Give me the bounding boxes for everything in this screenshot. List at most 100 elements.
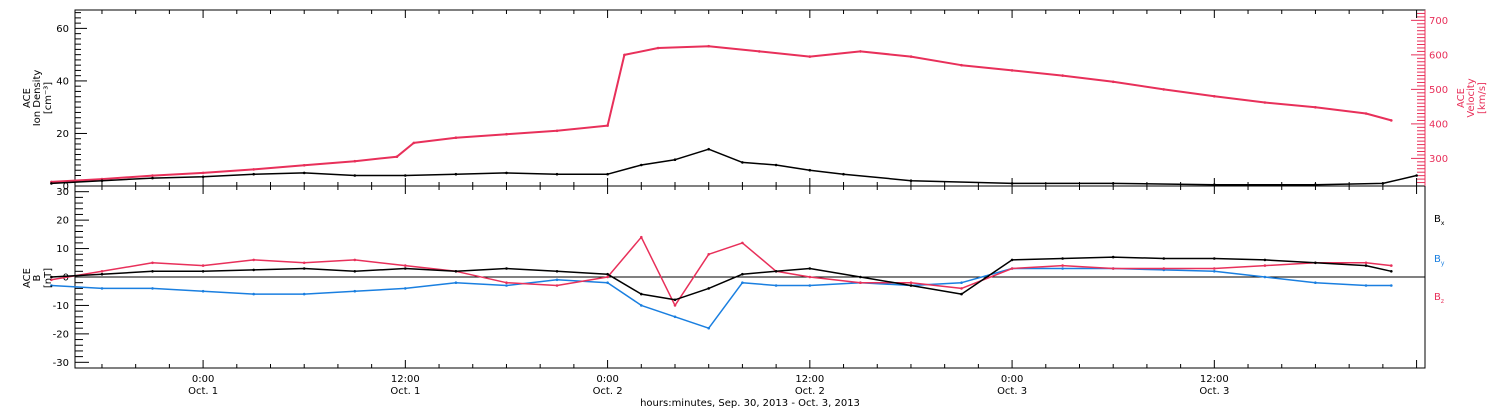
velocity-series-point bbox=[395, 155, 399, 158]
by-series-point bbox=[404, 287, 407, 290]
bx-series-point bbox=[353, 270, 357, 273]
by-series-point bbox=[50, 284, 53, 287]
density-series-point bbox=[50, 182, 53, 185]
bz-series-point bbox=[555, 284, 559, 287]
y-tick-label: -30 bbox=[53, 358, 69, 369]
bx-series-point bbox=[252, 268, 255, 272]
by-series-point bbox=[741, 281, 744, 285]
bz-series-point bbox=[302, 261, 306, 265]
bx-series-point bbox=[50, 275, 53, 279]
y-right-tick-label: 300 bbox=[1429, 154, 1448, 165]
bx-series-point bbox=[1263, 258, 1267, 262]
by-series-point bbox=[640, 304, 643, 307]
by-series-point bbox=[555, 278, 559, 282]
density-series-point bbox=[606, 172, 609, 176]
x-tick-label-day: Oct. 3 bbox=[1199, 386, 1229, 397]
y-right-tick-label: 600 bbox=[1429, 50, 1448, 61]
bx-series-point bbox=[505, 267, 508, 270]
bx-series-point bbox=[1162, 257, 1166, 260]
velocity-series-point bbox=[555, 129, 559, 133]
y-tick-label: 20 bbox=[56, 216, 69, 227]
bz-series-point bbox=[201, 264, 205, 267]
bx-series-point bbox=[640, 292, 643, 296]
bz-series-point bbox=[1213, 267, 1216, 270]
legend-by: By bbox=[1434, 254, 1445, 267]
top-right-ylabel: ACE Velocity [km/s] bbox=[1456, 78, 1488, 117]
by-series-point bbox=[707, 326, 710, 330]
bx-series-point bbox=[1390, 270, 1393, 273]
bz-series-point bbox=[100, 270, 104, 273]
bx-series-point bbox=[960, 292, 963, 296]
bx-series-point bbox=[100, 272, 104, 276]
y-tick-label: -10 bbox=[53, 301, 69, 312]
velocity-series-point bbox=[1162, 88, 1166, 91]
x-tick-label-time: 0:00 bbox=[1001, 374, 1023, 385]
legend-bz: Bz bbox=[1434, 292, 1444, 305]
bx-series-point bbox=[201, 270, 205, 273]
bx-series-point bbox=[302, 267, 306, 270]
bx-series-point bbox=[707, 287, 710, 290]
by-series-point bbox=[252, 292, 255, 296]
velocity-series-point bbox=[1061, 74, 1064, 77]
bx-series-point bbox=[774, 270, 778, 273]
density-series-point bbox=[640, 163, 643, 167]
bz-series-point bbox=[707, 253, 710, 256]
bottom-series bbox=[50, 235, 1393, 330]
density-series-point bbox=[808, 168, 812, 172]
top-right-ylabel-line-3: [km/s] bbox=[1477, 82, 1488, 114]
bz-series-point bbox=[808, 275, 812, 279]
velocity-series-point bbox=[1010, 69, 1014, 72]
velocity-series-point bbox=[859, 50, 862, 53]
density-series-point bbox=[353, 174, 357, 177]
velocity-series-point bbox=[302, 164, 306, 167]
y-right-tick-label: 400 bbox=[1429, 119, 1448, 130]
bz-series-point bbox=[404, 264, 407, 267]
top-right-axis: 300 400 500 600 700 bbox=[1411, 10, 1448, 186]
x-tick-label-day: Oct. 1 bbox=[390, 386, 420, 397]
velocity-series-point bbox=[1314, 106, 1317, 109]
bottom-left-ylabel: ACE B [nT] bbox=[22, 268, 54, 288]
density-series-point bbox=[741, 161, 744, 164]
velocity-series-point bbox=[606, 124, 609, 127]
velocity-series-point bbox=[252, 168, 255, 171]
density-series-point bbox=[1381, 182, 1385, 185]
top-left-ylabel: ACE Ion Density [cm⁻³] bbox=[22, 70, 54, 127]
bx-series-point bbox=[808, 267, 812, 270]
by-series-point bbox=[1213, 270, 1216, 273]
top-left-ylabel-line-3: [cm⁻³] bbox=[43, 82, 54, 114]
bz-series-point bbox=[909, 281, 913, 285]
by-series bbox=[51, 267, 1392, 329]
density-series-point bbox=[151, 176, 154, 180]
density-series-point bbox=[909, 179, 913, 182]
top-left-ylabel-line-2: Ion Density bbox=[32, 70, 43, 127]
density-series-point bbox=[100, 179, 104, 182]
velocity-series-point bbox=[623, 53, 626, 57]
bx-series-point bbox=[741, 272, 744, 276]
density-series-point bbox=[774, 163, 778, 167]
bx-series-point bbox=[673, 298, 677, 302]
velocity-series-point bbox=[960, 63, 963, 67]
legend-bx: Bx bbox=[1434, 214, 1445, 227]
bottom-left-ylabel-line-1: ACE bbox=[22, 268, 33, 288]
velocity-series bbox=[51, 45, 1392, 183]
by-series-point bbox=[454, 281, 458, 285]
b-legend: Bx By Bz bbox=[1434, 214, 1445, 305]
bz-series-point bbox=[1010, 267, 1014, 270]
density-series-point bbox=[505, 171, 508, 175]
y-tick-label: 40 bbox=[56, 76, 69, 87]
velocity-series-point bbox=[1364, 112, 1368, 115]
by-series-point bbox=[1061, 267, 1064, 270]
by-series-point bbox=[1263, 275, 1267, 279]
velocity-series-point bbox=[808, 55, 812, 58]
velocity-series-point bbox=[353, 159, 357, 163]
by-series-point bbox=[808, 284, 812, 287]
by-series-point bbox=[1314, 281, 1317, 285]
bz-series-point bbox=[252, 258, 255, 262]
x-tick-label-day: Oct. 3 bbox=[997, 386, 1027, 397]
y-tick-label: 20 bbox=[56, 129, 69, 140]
velocity-series-point bbox=[454, 136, 458, 139]
bx-series-point bbox=[606, 272, 609, 276]
bx-series-point bbox=[151, 270, 154, 273]
bz-series-point bbox=[1111, 267, 1115, 270]
